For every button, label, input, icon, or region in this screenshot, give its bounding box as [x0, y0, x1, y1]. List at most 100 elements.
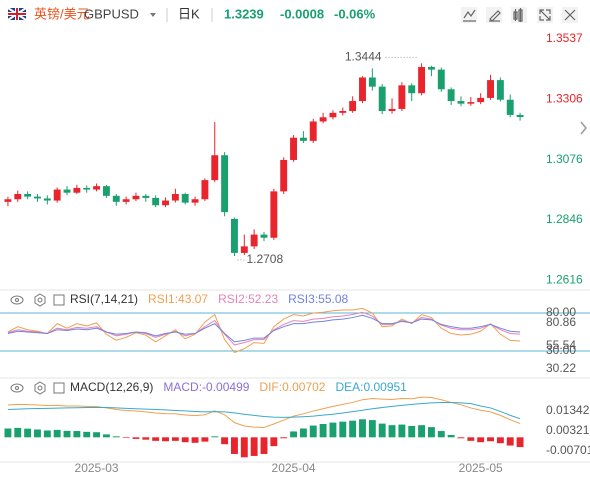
indicator-menu[interactable] [53, 382, 65, 394]
candle-body [191, 199, 199, 203]
draw-button[interactable] [486, 7, 502, 23]
macd-bar [4, 428, 12, 438]
macd-bar [427, 427, 435, 438]
macd-bar [319, 423, 327, 438]
macd-bar [53, 429, 61, 438]
low-label: 1.2708 [246, 252, 283, 266]
expand-arrow[interactable] [580, 121, 587, 135]
rsi-line [7, 314, 521, 343]
macd-bar [162, 437, 169, 442]
macd-line [7, 396, 521, 429]
indicator-settings[interactable] [34, 293, 46, 307]
candle-body [171, 194, 179, 201]
candle-body [181, 194, 189, 203]
candle-body [152, 197, 160, 206]
candle-body [122, 199, 130, 202]
dropdown-arrow[interactable] [150, 13, 156, 17]
candle-body [260, 234, 268, 238]
macd-bar [388, 425, 396, 438]
macd-bar [457, 437, 465, 439]
candle-body [447, 89, 455, 102]
macd-bar [63, 430, 71, 438]
macd-icons [10, 381, 65, 395]
candle-body [408, 85, 416, 94]
macd-bar [378, 423, 386, 438]
candle-body [142, 195, 150, 198]
candle-body [299, 137, 307, 141]
macd-bar [73, 431, 81, 438]
symbol-code[interactable]: GBPUSD [84, 6, 139, 21]
candle-body [309, 121, 317, 141]
price-change: -0.0008 [280, 6, 324, 21]
macd-bar [250, 437, 258, 456]
settings-button[interactable] [511, 7, 527, 23]
candle-body [93, 186, 101, 190]
macd-bar [24, 428, 32, 438]
macd-bar [122, 437, 130, 438]
candle-body [388, 108, 396, 112]
rsi-line [7, 307, 521, 354]
macd-bar [280, 437, 288, 439]
legend-entry: MACD:-0.00499 [163, 380, 249, 394]
period[interactable]: 日K [178, 6, 200, 21]
candle-body [427, 67, 435, 70]
y-tick-label: 1.3537 [546, 31, 583, 45]
macd-bar [34, 429, 41, 438]
high-label: 1.3444 [345, 50, 382, 64]
candle-body [211, 155, 219, 181]
candle-body [506, 99, 514, 115]
candle-body [516, 114, 524, 118]
indicator-button[interactable] [461, 7, 477, 23]
macd-bar [418, 425, 426, 438]
macd-bar [152, 437, 160, 441]
macd-bar [329, 422, 337, 438]
macd-line [7, 401, 521, 420]
y-tick-label: 0.00321 [546, 423, 590, 437]
candle-body [250, 234, 258, 247]
macd-bar [191, 437, 199, 443]
candle-body [359, 77, 366, 102]
scale-label: 55.54 [546, 338, 576, 352]
candle-body [53, 189, 61, 201]
macd-bar [14, 427, 22, 438]
macd-bar [201, 437, 209, 442]
candle-body [4, 199, 12, 202]
candle-body [270, 191, 278, 238]
candle-body [43, 198, 51, 201]
x-tick-label: 2025-03 [75, 461, 119, 475]
macd-bar [408, 425, 416, 438]
macd-bar [260, 437, 268, 454]
y-tick-label: 1.3076 [546, 152, 583, 166]
y-tick-label: 1.3306 [546, 92, 583, 106]
candle-body [418, 67, 426, 94]
indicator-title: RSI(7,14,21) [70, 292, 138, 306]
macd-bar [368, 420, 376, 438]
rsi-icons [10, 293, 65, 307]
symbol-name[interactable]: 英镑/美元 [34, 6, 90, 21]
indicator-settings[interactable] [34, 381, 46, 395]
close-button[interactable] [562, 7, 578, 23]
macd-bar [93, 432, 101, 438]
candle-body [329, 112, 337, 118]
y-tick-label: 30.00 [546, 343, 576, 357]
macd-bar [221, 437, 229, 445]
candle-body [201, 180, 209, 200]
x-tick-label: 2025-04 [272, 461, 316, 475]
indicator-menu[interactable] [53, 294, 65, 306]
visibility-toggle[interactable] [10, 295, 24, 305]
candle-body [437, 69, 445, 90]
legend-entry: DEA:0.00951 [335, 380, 407, 394]
macd-bar [487, 437, 494, 442]
legend-entry: RSI3:55.08 [288, 292, 348, 306]
fullscreen-button[interactable] [537, 7, 553, 23]
macd-bar [437, 431, 445, 438]
candle-body [24, 194, 32, 197]
visibility-toggle[interactable] [10, 383, 24, 393]
toolbar [461, 7, 578, 23]
candle-body [73, 187, 81, 193]
candle-body [240, 246, 248, 253]
candle-body [162, 200, 169, 206]
candle-body [457, 101, 465, 104]
macd-bar [270, 437, 278, 447]
